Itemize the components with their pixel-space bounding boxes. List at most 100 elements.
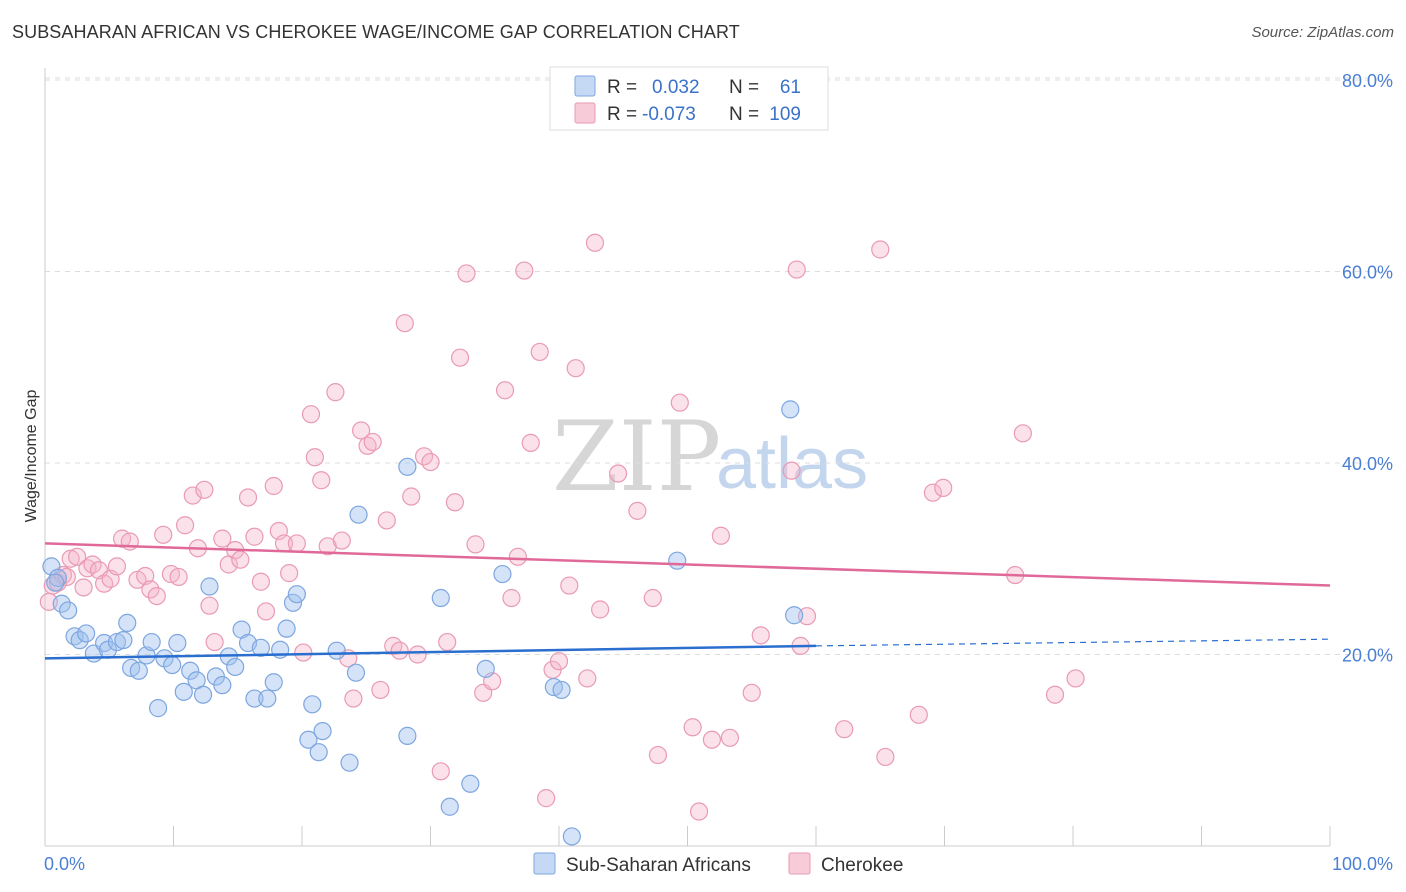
bottom-legend: Sub-Saharan Africans Cherokee [533, 852, 903, 876]
subsaharan-point-51 [431, 588, 450, 608]
subsaharan-point-52 [440, 797, 459, 816]
subsaharan-point-21 [168, 633, 187, 653]
cherokee-point-102 [871, 240, 890, 259]
subsaharan-point-23 [181, 661, 200, 680]
cherokee-point-83 [585, 233, 605, 252]
watermark-atlas: atlas [716, 424, 868, 504]
legend-n-label-cherokee: N = [729, 104, 759, 125]
grid [45, 77, 1392, 655]
cherokee-point-57 [390, 641, 409, 660]
subsaharan-point-6 [70, 631, 89, 650]
cherokee-point-109 [1045, 685, 1065, 704]
subsaharan-point-20 [163, 655, 182, 675]
subsaharan-point-55 [493, 564, 512, 584]
subsaharan-point-40 [287, 585, 306, 604]
legend-r-label-subsaharan: R = [607, 77, 637, 98]
cherokee-point-18 [141, 580, 160, 599]
subsaharan-point-49 [398, 457, 417, 476]
subsaharan-trend-line [44, 644, 817, 660]
x-tick-label-1: 100.0% [1332, 854, 1393, 874]
cherokee-point-73 [508, 547, 527, 566]
cherokee-point-81 [566, 359, 585, 378]
subsaharan-point-22 [174, 682, 193, 701]
subsaharan-point-12 [114, 631, 133, 650]
x-tick-label-0: 0.0% [44, 854, 85, 874]
cherokee-point-55 [377, 511, 396, 530]
subsaharan-point-35 [258, 689, 277, 708]
cherokee-point-48 [332, 531, 351, 550]
cherokee-point-72 [502, 588, 521, 608]
cherokee-point-20 [154, 525, 173, 544]
cherokee-point-51 [352, 421, 371, 440]
subsaharan-point-34 [251, 638, 270, 657]
cherokee-point-22 [169, 567, 188, 587]
bottom-legend-swatch-subsaharan [533, 852, 556, 875]
cherokee-point-28 [205, 632, 224, 652]
cherokee-point-89 [670, 393, 689, 412]
cherokee-point-59 [402, 487, 421, 506]
cherokee-point-62 [421, 452, 440, 472]
cherokee-point-26 [195, 480, 214, 499]
legend-r-value-subsaharan: 0.032 [652, 77, 700, 98]
cherokee-point-104 [909, 705, 928, 724]
cherokee-point-106 [934, 478, 953, 497]
subsaharan-point-11 [107, 632, 127, 652]
subsaharan-point-2 [46, 573, 65, 592]
cherokee-point-60 [408, 645, 427, 664]
cherokee-point-80 [560, 576, 579, 595]
y-tick-label-2: 60.0% [1342, 263, 1393, 283]
cherokee-point-23 [175, 516, 195, 535]
subsaharan-point-41 [299, 730, 318, 749]
legend-n-value-subsaharan: 61 [780, 77, 801, 98]
legend: R = 0.032 N = 61 R = -0.073 N = 109 [549, 66, 829, 131]
subsaharan-point-1 [48, 568, 67, 588]
legend-box [549, 66, 829, 131]
cherokee-point-54 [371, 680, 390, 700]
subsaharan-point-46 [340, 753, 359, 772]
cherokee-point-79 [549, 652, 569, 671]
y-tick-label-1: 40.0% [1342, 454, 1393, 474]
subsaharan-point-50 [398, 726, 417, 745]
cherokee-point-17 [136, 566, 155, 586]
cherokee-point-103 [876, 747, 895, 767]
subsaharan-point-60 [781, 400, 800, 419]
subsaharan-point-43 [309, 743, 328, 762]
legend-swatch-subsaharan [574, 75, 596, 97]
cherokee-point-24 [183, 486, 202, 505]
cherokee-point-27 [200, 596, 219, 615]
subsaharan-point-26 [200, 577, 219, 596]
subsaharan-point-48 [349, 505, 368, 524]
cherokee-point-45 [312, 471, 331, 490]
cherokee-point-53 [363, 432, 382, 452]
cherokee-point-34 [245, 527, 264, 546]
series-cherokee-points [39, 233, 1085, 821]
subsaharan-point-18 [148, 699, 168, 718]
cherokee-point-93 [711, 526, 731, 545]
subsaharan-point-47 [346, 663, 366, 682]
subsaharan-point-59 [668, 551, 687, 570]
cherokee-point-84 [591, 600, 610, 619]
legend-n-label-subsaharan: N = [729, 77, 759, 98]
source-label: Source: ZipAtlas.com [1251, 24, 1394, 41]
subsaharan-point-44 [313, 721, 332, 741]
subsaharan-point-61 [785, 606, 804, 625]
cherokee-point-92 [702, 730, 722, 749]
cherokee-point-76 [530, 342, 549, 362]
cherokee-point-36 [256, 602, 276, 621]
subsaharan-point-36 [264, 673, 283, 692]
cherokee-trend-line [44, 542, 1331, 587]
cherokee-point-90 [683, 718, 702, 737]
cherokee-point-105 [923, 483, 943, 502]
cherokee-point-74 [515, 261, 534, 280]
cherokee-point-47 [326, 383, 345, 402]
subsaharan-point-53 [461, 774, 480, 793]
cherokee-point-86 [628, 501, 647, 520]
subsaharan-point-7 [77, 624, 96, 643]
cherokee-point-29 [213, 529, 232, 548]
cherokee-point-37 [264, 476, 283, 496]
subsaharan-point-38 [277, 619, 296, 638]
subsaharan-trend-extension [815, 638, 1331, 647]
cherokee-point-77 [537, 789, 556, 808]
cherokee-point-13 [107, 557, 127, 576]
subsaharan-point-13 [118, 613, 137, 633]
